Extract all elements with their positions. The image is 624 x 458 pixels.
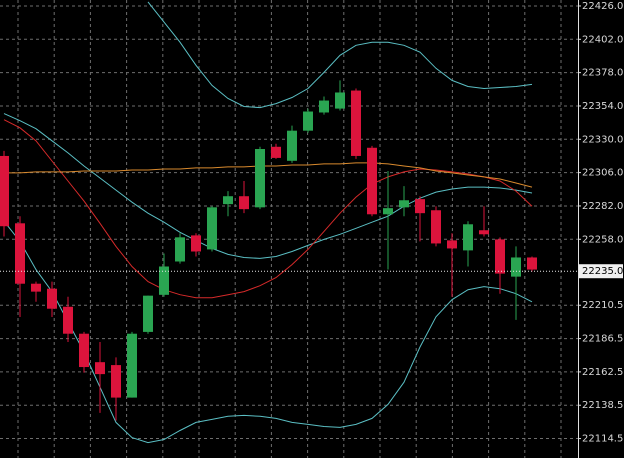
candle-body xyxy=(239,196,249,210)
candle-body xyxy=(511,257,521,277)
candle-body xyxy=(431,210,441,244)
candle-body xyxy=(255,149,265,208)
candle-body xyxy=(143,295,153,332)
y-tick-label: 22426.0 xyxy=(582,1,623,12)
candle-body xyxy=(63,306,73,334)
candle-body xyxy=(495,239,505,274)
candle-body xyxy=(527,257,537,270)
indicator-line xyxy=(147,1,533,109)
candle-body xyxy=(175,237,185,262)
candle-body xyxy=(0,155,9,227)
candle-body xyxy=(207,207,217,250)
candle-body xyxy=(95,362,105,375)
candle-body xyxy=(159,266,169,295)
last-price-box xyxy=(579,264,623,279)
y-tick-label: 22162.5 xyxy=(582,367,623,378)
y-tick-label: 22282.0 xyxy=(582,201,623,212)
y-tick-label: 22186.5 xyxy=(582,334,623,345)
indicator-line xyxy=(3,220,533,444)
candle-body xyxy=(79,333,89,368)
y-tick-label: 22402.0 xyxy=(582,34,623,45)
candle-body xyxy=(463,224,473,251)
candle-body xyxy=(127,333,137,398)
candle-body xyxy=(351,90,361,156)
candle-body xyxy=(415,199,425,214)
candle-body xyxy=(191,235,201,252)
candle-body xyxy=(223,196,233,205)
y-tick-label: 22114.5 xyxy=(582,434,623,445)
candle-body xyxy=(111,365,121,398)
y-tick-label: 22330.0 xyxy=(582,134,623,145)
indicator-line xyxy=(3,119,533,299)
candle-body xyxy=(399,200,409,208)
candle-body xyxy=(479,230,489,235)
candle-body xyxy=(31,283,41,292)
candle-body xyxy=(287,130,297,161)
candle-body xyxy=(383,208,393,215)
indicator-line xyxy=(3,113,533,259)
y-tick-label: 22378.0 xyxy=(582,68,623,79)
candle-body xyxy=(447,240,457,249)
candle-body xyxy=(47,288,57,309)
indicator-line xyxy=(4,162,533,188)
vertical-grid xyxy=(17,0,562,458)
candle-body xyxy=(335,92,345,109)
candle-body xyxy=(271,146,281,158)
y-tick-label: 22306.0 xyxy=(582,168,623,179)
y-tick-label: 22138.5 xyxy=(582,400,623,411)
candle-body xyxy=(319,100,329,113)
y-tick-label: 22354.0 xyxy=(582,101,623,112)
last-price-label: 22235.0 xyxy=(582,266,623,277)
candle-body xyxy=(367,147,377,215)
candle-body xyxy=(15,223,25,284)
candle-body xyxy=(303,111,313,131)
y-tick-label: 22258.0 xyxy=(582,234,623,245)
y-tick-label: 22210.5 xyxy=(582,300,623,311)
